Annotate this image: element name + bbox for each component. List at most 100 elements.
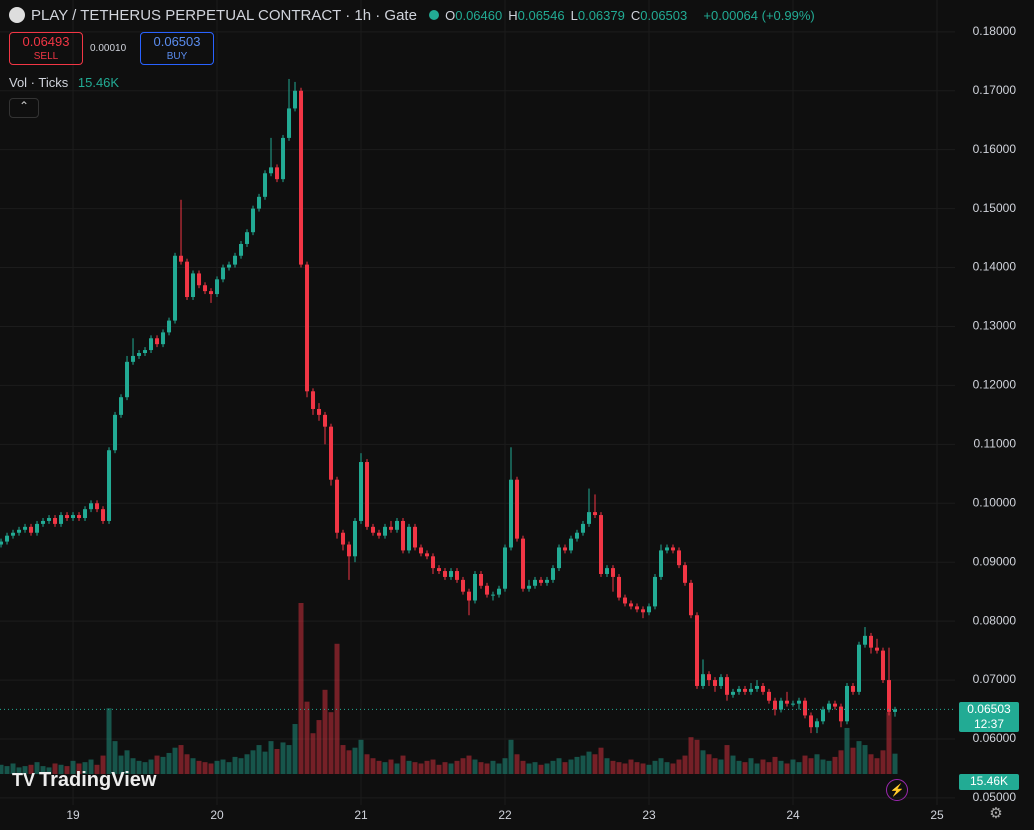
alert-icon[interactable]: ⚡ [886,779,908,801]
volume-bar [256,745,262,774]
volume-bar [184,754,190,774]
volume-bar [4,766,10,774]
candle-body [431,556,436,569]
candle-body [185,261,190,298]
price-axis-bg [955,0,1034,830]
volume-bar [22,766,28,774]
candle-body [455,571,460,580]
candle-body [449,571,454,577]
volume-bar [742,762,748,774]
candle-body [521,538,526,589]
candle-body [641,609,646,613]
volume-bar [664,762,670,774]
candle-body [407,526,412,551]
candle-body [665,547,670,551]
volume-bar [568,759,574,774]
candle-body [35,523,40,533]
candle-body [5,535,10,542]
volume-bar [280,742,286,774]
x-tick-label: 23 [642,808,656,822]
candle-body [599,515,604,574]
volume-bar [460,758,466,774]
candle-body [695,615,700,686]
volume-bar [16,767,22,774]
volume-bar [376,760,382,774]
candle-body [131,355,136,362]
settings-icon[interactable]: ⚙ [989,805,1003,822]
volume-bar [262,751,268,774]
volume-bar [526,763,532,774]
volume-bar [646,764,652,774]
buy-price: 0.06503 [153,34,201,49]
candle-body [197,273,202,286]
candle-body [341,532,346,545]
candle-body [473,573,478,601]
candle-body [545,579,550,583]
candle-body [311,391,316,409]
volume-bar [82,762,88,774]
y-tick-label: 0.15000 [973,201,1017,215]
volume-bar [466,755,472,774]
candle-body [269,167,274,174]
volume-bar [598,747,604,774]
volume-bar [322,689,328,774]
candle-body [461,579,466,592]
volume-bar [34,762,40,774]
candle-body [803,700,808,716]
volume-bar [868,754,874,774]
candle-body [143,350,148,353]
candle-body [287,108,292,138]
candle-body [761,685,766,692]
volume-bar [400,755,406,774]
candle-body [719,677,724,686]
volume-bar [136,760,142,774]
y-tick-label: 0.05000 [973,790,1017,804]
volume-bar [754,763,760,774]
candle-body [737,688,742,692]
candle-body [539,579,544,583]
collapse-button[interactable]: ⌃ [9,98,39,118]
volume-bar [484,763,490,774]
sell-button[interactable]: 0.06493 SELL [9,32,83,65]
volume-bar [10,763,16,774]
candle-body [437,568,442,572]
volume-bar [448,763,454,774]
volume-bar [364,754,370,774]
volume-bar [730,755,736,774]
volume-bar [124,750,130,774]
volume-bar [736,760,742,774]
candle-body [611,568,616,577]
candle-body [833,703,838,707]
volume-bar [28,764,34,774]
candle-body [827,703,832,710]
candle-body [491,594,496,596]
volume-bar [160,756,166,774]
volume-bar [562,762,568,774]
candle-body [371,526,376,533]
candle-body [623,597,628,604]
volume-bar [352,747,358,774]
volume-bar [166,752,172,774]
ohlc-value: 0.06460 [455,8,503,23]
symbol[interactable]: PLAY / TETHERUS PERPETUAL CONTRACT · 1h … [31,7,417,24]
volume-bar [406,760,412,774]
change: +0.00064 (+0.99%) [703,8,815,23]
ohlc: O0.06460 H0.06546 L0.06379 C0.06503 [445,8,693,23]
volume-bar [508,739,514,774]
volume-bar [370,758,376,774]
candle-body [851,685,856,692]
buy-button[interactable]: 0.06503 BUY [140,32,214,65]
volume-bar [268,741,274,774]
volume-bar [430,759,436,774]
candle-body [17,529,22,533]
candle-body [755,685,760,689]
volume-bar [382,762,388,774]
volume-bar [628,759,634,774]
ohlc-key: O [445,8,456,23]
y-tick-label: 0.18000 [973,24,1017,38]
volume-bar [544,763,550,774]
candle-body [221,267,226,280]
volume-bar [0,764,4,774]
candle-body [503,547,508,589]
volume-bar [604,758,610,774]
